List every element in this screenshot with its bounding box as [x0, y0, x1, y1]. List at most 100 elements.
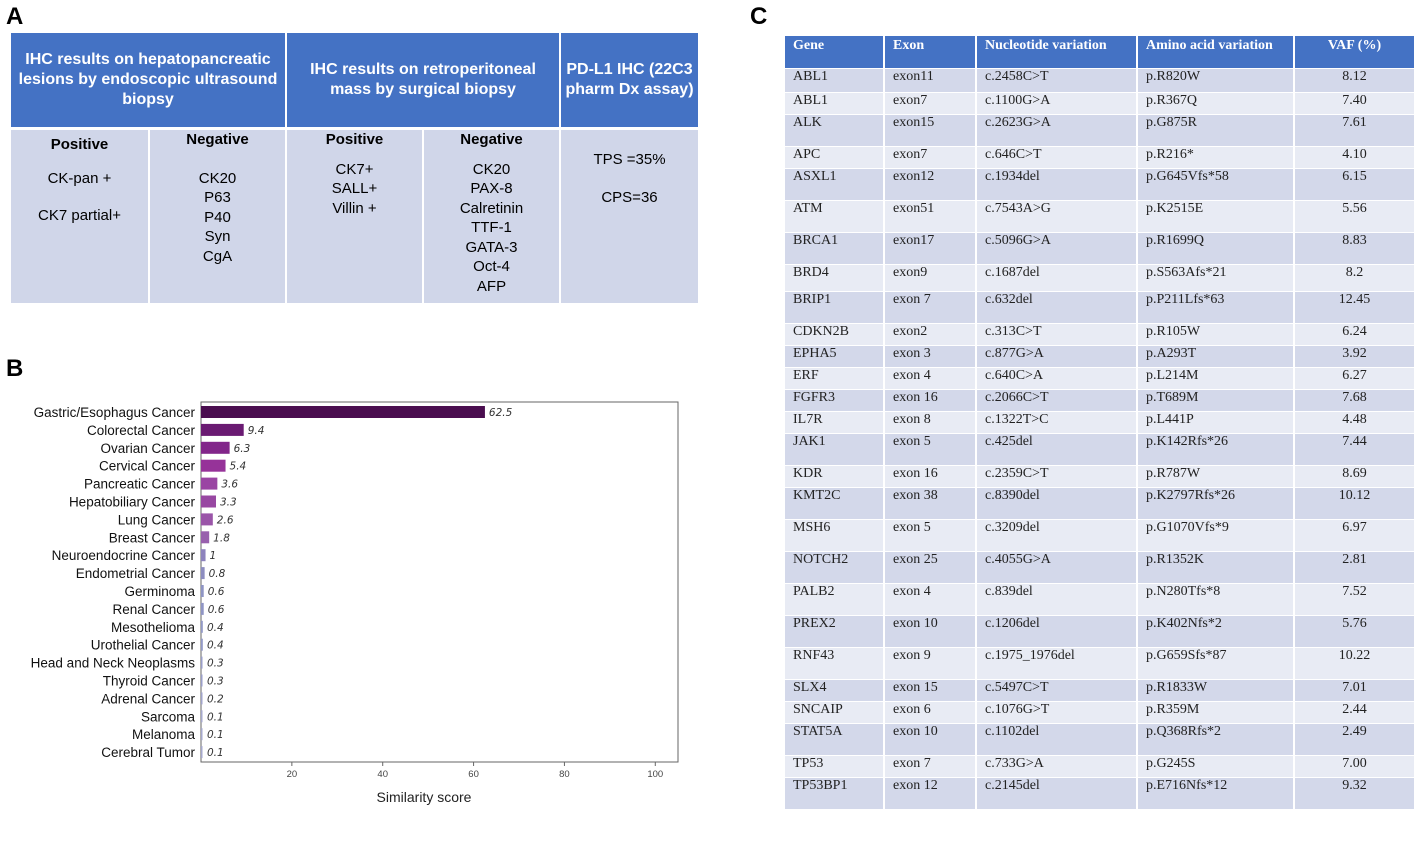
table-row: ABL1 exon11 c.2458C>T p.R820W 8.12 — [785, 67, 1416, 92]
category-label: Neuroendocrine Cancer — [52, 548, 196, 563]
marker-item: P63 — [204, 189, 231, 206]
value-label: 0.1 — [207, 747, 224, 759]
bar-hepatobiliary-cancer — [201, 495, 216, 508]
pdl1-tps: TPS =35% — [593, 151, 666, 168]
marker-item: CK20 — [198, 169, 237, 187]
category-label: Gastric/Esophagus Cancer — [34, 405, 196, 420]
ihc-col-hp-negative: Negative CK20 P63 P40 Syn CgA — [150, 130, 285, 266]
bar-endometrial-cancer — [201, 567, 205, 580]
table-cell: 3.92 — [1294, 344, 1416, 367]
bar-colorectal-cancer — [201, 423, 244, 436]
table-cell: c.1206del — [976, 614, 1138, 647]
marker-item: CK7 partial+ — [38, 207, 121, 224]
panel-letter-b: B — [6, 355, 24, 382]
table-cell: p.R787W — [1137, 464, 1295, 487]
table-cell: exon 5 — [884, 518, 977, 551]
table-row: ASXL1 exon12 c.1934del p.G645Vfs*58 6.15 — [785, 167, 1416, 200]
table-cell: 8.12 — [1294, 67, 1416, 92]
table-cell: ATM — [785, 199, 885, 232]
marker-item: CK-pan + — [47, 169, 112, 187]
category-label: Head and Neck Neoplasms — [31, 656, 196, 671]
value-label: 3.6 — [221, 479, 238, 491]
table-cell: c.646C>T — [976, 145, 1138, 168]
table-cell: exon 4 — [884, 366, 977, 389]
table-row: CDKN2B exon2 c.313C>T p.R105W 6.24 — [785, 322, 1416, 345]
table-cell: c.2145del — [976, 776, 1138, 809]
column-header: VAF (%) — [1294, 36, 1416, 68]
table-cell: BRCA1 — [785, 231, 885, 264]
table-cell: c.3209del — [976, 518, 1138, 551]
table-cell: exon 6 — [884, 700, 977, 723]
bar-neuroendocrine-cancer — [201, 549, 206, 562]
x-tick-label: 20 — [287, 769, 298, 780]
category-label: Hepatobiliary Cancer — [69, 495, 196, 510]
table-cell: c.877G>A — [976, 344, 1138, 367]
table-row: KMT2C exon 38 c.8390del p.K2797Rfs*26 10.12 — [785, 486, 1416, 519]
table-cell: p.R820W — [1137, 67, 1295, 92]
table-cell: 5.76 — [1294, 614, 1416, 647]
table-cell: ALK — [785, 113, 885, 146]
table-cell: exon 3 — [884, 344, 977, 367]
table-cell: BRD4 — [785, 263, 885, 291]
bar-mesothelioma — [201, 620, 203, 633]
value-label: 9.4 — [248, 425, 265, 437]
table-cell: MSH6 — [785, 518, 885, 551]
table-cell: KDR — [785, 464, 885, 487]
value-label: 3.3 — [220, 497, 237, 509]
variants-table: Gene Exon Nucleotide variation Amino acid v… — [785, 36, 1416, 809]
ihc-col-pdl1: TPS =35% CPS=36 — [561, 130, 698, 207]
category-label: Germinoma — [124, 584, 195, 599]
table-cell: p.K2797Rfs*26 — [1137, 486, 1295, 519]
panel-letter-a: A — [6, 3, 24, 30]
marker-item: CK20 — [472, 160, 511, 178]
table-cell: 8.2 — [1294, 263, 1416, 291]
column-divider — [148, 130, 150, 303]
table-cell: p.K142Rfs*26 — [1137, 432, 1295, 465]
marker-item: GATA-3 — [465, 238, 518, 256]
category-label: Cervical Cancer — [99, 459, 196, 474]
table-row: SLX4 exon 15 c.5497C>T p.R1833W 7.01 — [785, 678, 1416, 701]
table-cell: c.2359C>T — [976, 464, 1138, 487]
table-row: TP53BP1 exon 12 c.2145del p.E716Nfs*12 9.32 — [785, 776, 1416, 809]
bar-germinoma — [201, 585, 204, 597]
value-label: 0.6 — [208, 586, 225, 598]
table-cell: p.A293T — [1137, 344, 1295, 367]
value-label: 0.1 — [207, 711, 224, 723]
column-header: Nucleotide variation — [976, 36, 1138, 68]
bar-thyroid-cancer — [201, 674, 203, 687]
table-cell: c.1076G>T — [976, 700, 1138, 723]
table-cell: c.1102del — [976, 722, 1138, 755]
table-cell: 5.56 — [1294, 199, 1416, 232]
table-cell: exon11 — [884, 67, 977, 92]
table-cell: exon15 — [884, 113, 977, 146]
table-row: EPHA5 exon 3 c.877G>A p.A293T 3.92 — [785, 344, 1416, 367]
bar-renal-cancer — [201, 602, 204, 615]
table-cell: 7.44 — [1294, 432, 1416, 465]
bar-cervical-cancer — [201, 459, 226, 472]
column-divider — [559, 33, 561, 303]
table-cell: c.1975_1976del — [976, 646, 1138, 679]
table-cell: p.K402Nfs*2 — [1137, 614, 1295, 647]
value-label: 0.1 — [207, 729, 224, 741]
table-cell: c.2066C>T — [976, 388, 1138, 411]
table-cell: 4.10 — [1294, 145, 1416, 168]
table-row: NOTCH2 exon 25 c.4055G>A p.R1352K 2.81 — [785, 550, 1416, 583]
bar-urothelial-cancer — [201, 638, 203, 651]
table-cell: TP53 — [785, 754, 885, 777]
table-cell: 4.48 — [1294, 410, 1416, 433]
table-cell: c.313C>T — [976, 322, 1138, 345]
table-cell: 6.24 — [1294, 322, 1416, 345]
column-header: Exon — [884, 36, 977, 68]
table-cell: NOTCH2 — [785, 550, 885, 583]
column-title: Negative — [186, 131, 249, 148]
bar-gastric-esophagus-cancer — [201, 406, 485, 418]
category-label: Lung Cancer — [118, 512, 196, 527]
marker-item: AFP — [476, 277, 507, 295]
marker-item: Calretinin — [459, 199, 524, 217]
marker-item: Villin + — [332, 199, 377, 217]
table-cell: c.5096G>A — [976, 231, 1138, 264]
value-label: 0.4 — [207, 622, 224, 634]
marker-item: SALL+ — [331, 180, 378, 197]
table-cell: 7.40 — [1294, 91, 1416, 114]
table-cell: 7.00 — [1294, 754, 1416, 777]
